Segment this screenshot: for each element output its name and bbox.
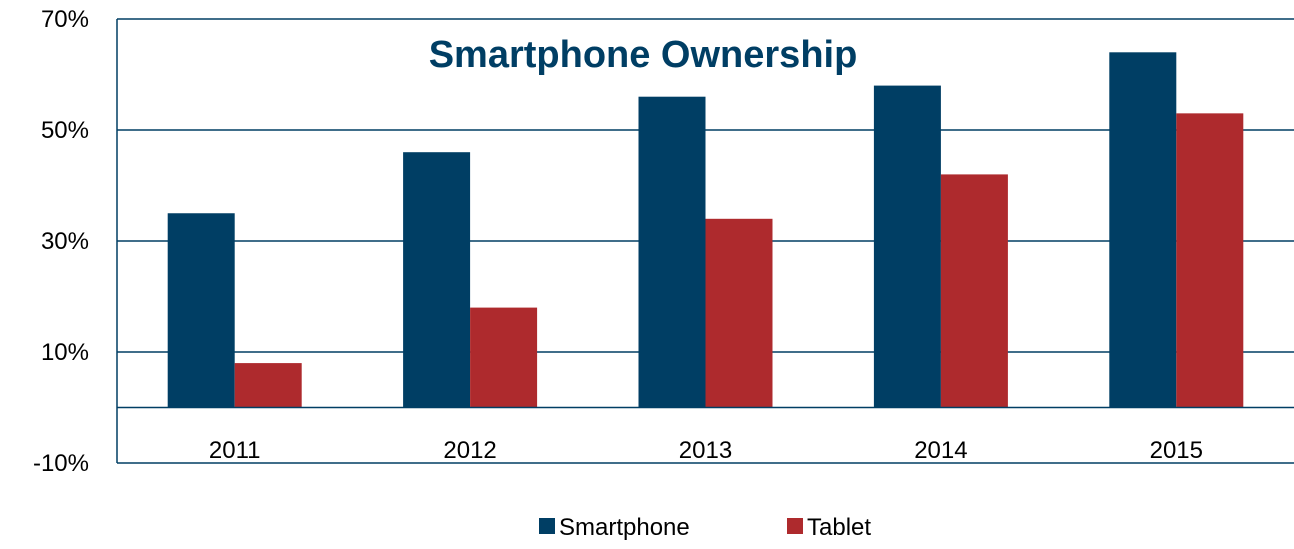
y-tick-label: 50% <box>41 117 89 144</box>
y-tick-label: 70% <box>41 6 89 33</box>
x-tick-label-2015: 2015 <box>1150 437 1203 464</box>
chart-title: Smartphone Ownership <box>429 34 858 76</box>
y-tick-label: 10% <box>41 339 89 366</box>
y-tick-labels: -10% 10% 30% 50% 70% <box>33 6 89 477</box>
y-tick-label: 30% <box>41 228 89 255</box>
bar-smartphone-2011 <box>167 213 235 408</box>
x-tick-label-2011: 2011 <box>209 437 261 464</box>
y-tick-label: -10% <box>33 450 89 477</box>
bar-tablet-2013 <box>705 218 773 408</box>
bar-tablet-2015 <box>1176 113 1244 408</box>
axes <box>116 19 1294 463</box>
legend: Smartphone Tablet <box>539 514 871 541</box>
bar-smartphone-2013 <box>638 96 706 408</box>
bar-tablet-2012 <box>470 307 538 408</box>
bar-smartphone-2014 <box>873 85 941 408</box>
bars <box>167 52 1244 408</box>
legend-swatch-smartphone <box>539 518 555 534</box>
legend-label-smartphone: Smartphone <box>559 514 690 541</box>
x-tick-label-2014: 2014 <box>914 437 967 464</box>
x-tick-label-2013: 2013 <box>679 437 732 464</box>
legend-label-tablet: Tablet <box>807 514 871 541</box>
x-tick-labels: 2011 2012 2013 2014 2015 <box>209 437 1203 464</box>
legend-swatch-tablet <box>787 518 803 534</box>
bar-tablet-2014 <box>940 174 1008 408</box>
bar-tablet-2011 <box>234 363 302 408</box>
x-tick-label-2012: 2012 <box>443 437 496 464</box>
bar-smartphone-2015 <box>1109 52 1177 408</box>
bar-smartphone-2012 <box>403 152 471 408</box>
